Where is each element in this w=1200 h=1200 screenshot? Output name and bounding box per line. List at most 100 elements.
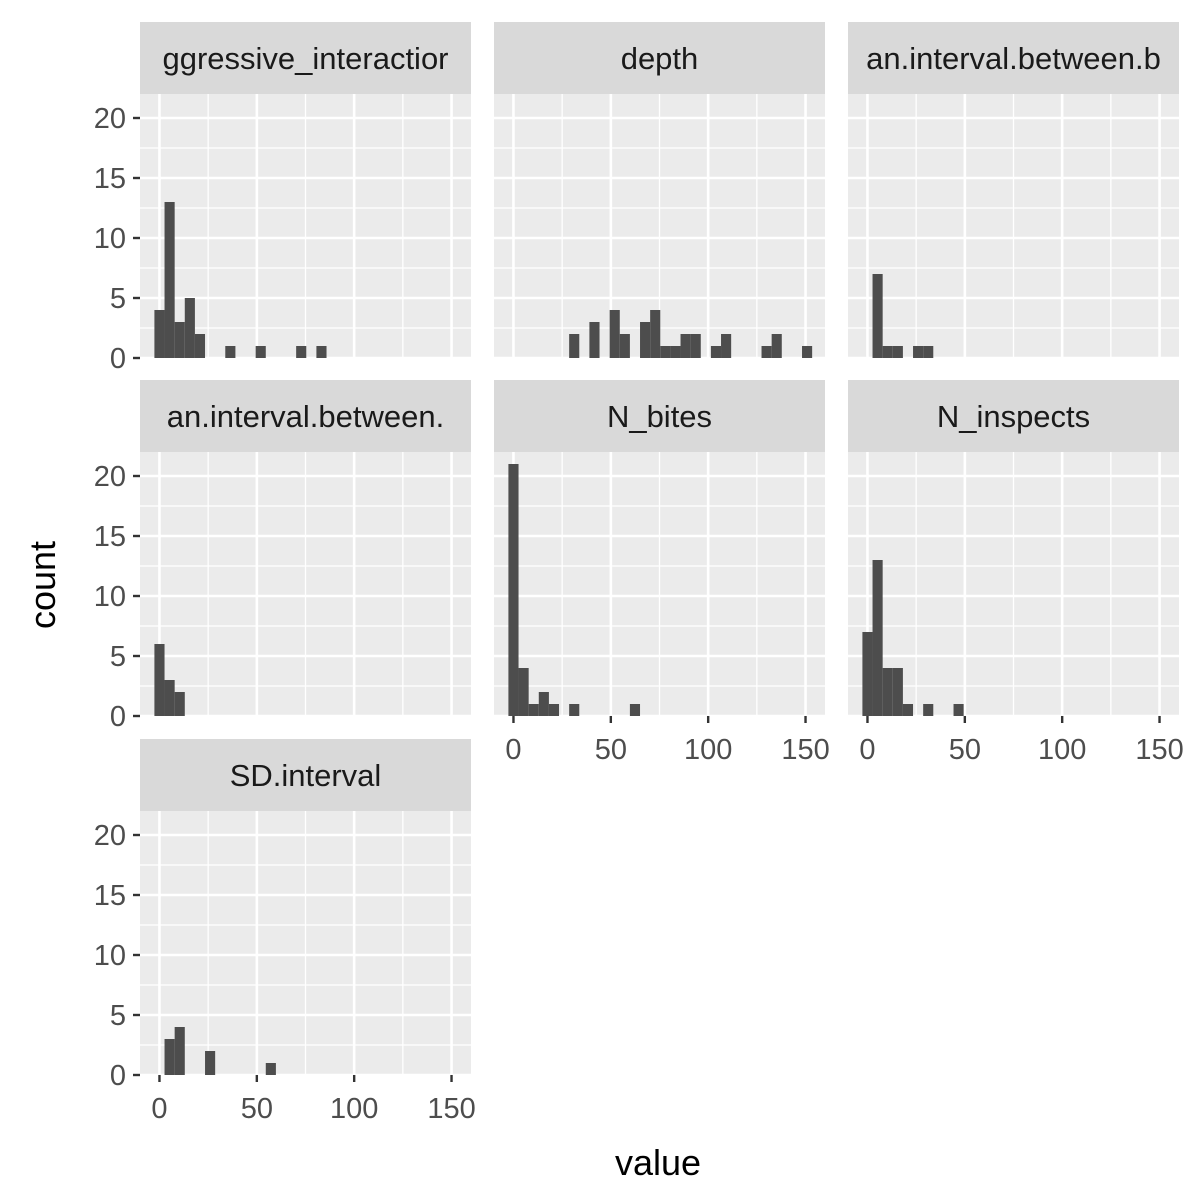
facet-strip (848, 380, 1179, 452)
facet-n-inspects: N_inspects 0 50 100 150 (848, 380, 1184, 766)
x-axis: 0 50 100 150 (151, 1075, 476, 1125)
histogram-bar (619, 334, 630, 358)
histogram-bars (862, 560, 964, 716)
x-tick-label: 100 (684, 734, 732, 766)
histogram-bar (255, 346, 266, 358)
facet-strip-label: ggressive_interactior (162, 41, 448, 76)
x-tick-label: 100 (1038, 734, 1086, 766)
histogram-bar (761, 346, 772, 358)
histogram-bar (913, 346, 924, 358)
x-axis-title: value (615, 1142, 701, 1183)
histogram-bar (650, 310, 661, 358)
major-gridlines (140, 811, 471, 1077)
facet-strip-label: an.interval.between.b (866, 41, 1161, 76)
histogram-bar (569, 334, 580, 358)
histogram-bar (164, 1039, 175, 1075)
y-tick-label: 5 (110, 1000, 126, 1032)
y-tick-label: 10 (94, 223, 126, 255)
histogram-bar (902, 704, 914, 716)
histogram-bar (862, 632, 873, 716)
y-tick-label: 15 (94, 521, 126, 553)
facet-strip-label: an.interval.between. (167, 399, 444, 434)
y-axis: 0 5 10 15 20 (94, 103, 140, 375)
y-tick-label: 0 (110, 701, 126, 733)
histogram-bar (953, 704, 964, 716)
histogram-bars (508, 464, 641, 716)
y-tick-label: 10 (94, 581, 126, 613)
y-tick-label: 15 (94, 880, 126, 912)
histogram-bars (872, 274, 934, 358)
minor-gridlines (140, 94, 471, 358)
histogram-bar (296, 346, 307, 358)
histogram-bar (670, 346, 681, 358)
y-tick-label: 0 (110, 343, 126, 375)
histogram-bar (660, 346, 671, 358)
facet-strip-label: depth (621, 41, 699, 76)
histogram-bar (609, 310, 620, 358)
histogram-bar (205, 1051, 216, 1075)
x-tick-label: 150 (1135, 734, 1183, 766)
histogram-bar (174, 692, 185, 716)
histogram-bar (154, 644, 165, 716)
y-axis-title: count (22, 541, 63, 629)
histogram-bar (629, 704, 641, 716)
histogram-bar (225, 346, 236, 358)
facet-strip (494, 380, 825, 452)
x-tick-label: 0 (505, 734, 521, 766)
histogram-bar (589, 322, 600, 358)
y-tick-label: 20 (94, 103, 126, 135)
histogram-bar (892, 668, 903, 716)
y-tick-label: 20 (94, 820, 126, 852)
y-tick-label: 15 (94, 163, 126, 195)
y-axis: 0 5 10 15 20 (94, 820, 140, 1092)
histogram-bar (154, 310, 165, 358)
facet-strip (494, 22, 825, 94)
major-gridlines (848, 94, 1179, 360)
y-tick-label: 10 (94, 940, 126, 972)
facet-mean-interval-between-bites: an.interval.between.b (848, 22, 1179, 360)
facet-depth: depth (494, 22, 825, 360)
histogram-bar (174, 1027, 185, 1075)
x-tick-label: 50 (595, 734, 627, 766)
histogram-bar (882, 668, 893, 716)
histogram-bar (872, 274, 883, 358)
y-tick-label: 0 (110, 1060, 126, 1092)
histogram-bar (872, 560, 883, 716)
facet-strip (140, 380, 471, 452)
facet-panels: ggressive_interactior 0 5 10 15 20 depth an.int… (94, 22, 1184, 1125)
histogram-bar (184, 298, 195, 358)
x-tick-label: 100 (330, 1093, 378, 1125)
facet-aggressive-interactions: ggressive_interactior 0 5 10 15 20 (94, 22, 471, 375)
histogram-bar (265, 1063, 276, 1075)
minor-gridlines (848, 452, 1179, 716)
y-axis: 0 5 10 15 20 (94, 461, 140, 733)
major-gridlines (140, 452, 471, 718)
facet-strip (848, 22, 1179, 94)
histogram-bar (569, 704, 580, 716)
histogram-bars (569, 310, 813, 358)
histogram-bar (690, 334, 701, 358)
x-tick-label: 150 (781, 734, 829, 766)
histogram-bar (518, 668, 529, 716)
minor-gridlines (494, 452, 825, 716)
histogram-bar (174, 322, 185, 358)
x-tick-label: 50 (241, 1093, 273, 1125)
histogram-bar (164, 202, 175, 358)
x-axis: 0 50 100 150 (505, 716, 830, 766)
facet-strip (140, 739, 471, 811)
major-gridlines (848, 452, 1179, 718)
histogram-bar (508, 464, 519, 716)
facet-mean-interval-between-inspects: an.interval.between. 0 5 10 15 20 (94, 380, 471, 733)
histogram-bars (154, 644, 185, 716)
facet-strip (140, 22, 471, 94)
histogram-bars (164, 1027, 276, 1075)
histogram-bar (923, 346, 934, 358)
histogram-bar (802, 346, 813, 358)
histogram-bar (771, 334, 782, 358)
x-axis: 0 50 100 150 (859, 716, 1184, 766)
histogram-bar (710, 346, 722, 358)
y-tick-label: 5 (110, 641, 126, 673)
histogram-bar (164, 680, 175, 716)
x-tick-label: 0 (151, 1093, 167, 1125)
minor-gridlines (140, 452, 471, 716)
